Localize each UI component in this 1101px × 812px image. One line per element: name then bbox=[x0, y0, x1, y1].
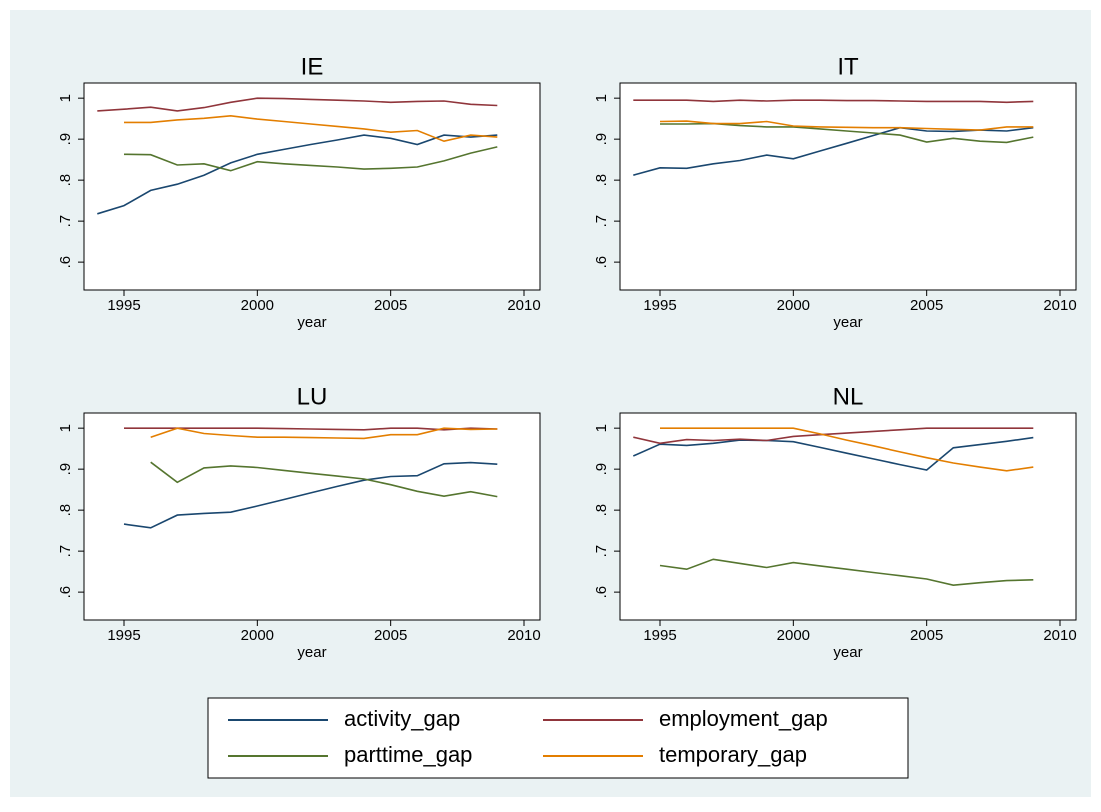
y-tick-label: 1 bbox=[57, 424, 74, 432]
x-tick-label: 2005 bbox=[374, 297, 407, 314]
x-tick-label: 2005 bbox=[910, 627, 943, 644]
plot-area bbox=[619, 82, 1077, 291]
y-tick-label: .9 bbox=[593, 463, 610, 476]
x-axis-label: year bbox=[297, 314, 326, 331]
series-line bbox=[660, 427, 1034, 472]
series-line bbox=[124, 427, 498, 431]
x-tick-label: 2005 bbox=[910, 297, 943, 314]
y-tick-label: .8 bbox=[593, 174, 610, 187]
series-line bbox=[633, 126, 1034, 176]
panel-title: IT bbox=[837, 53, 859, 80]
x-tick-label: 1995 bbox=[643, 627, 676, 644]
y-tick-label: .6 bbox=[57, 586, 74, 599]
y-tick-label: .7 bbox=[57, 215, 74, 228]
legend-label: temporary_gap bbox=[659, 742, 807, 767]
x-axis-label: year bbox=[297, 644, 326, 661]
series-line bbox=[150, 461, 498, 498]
y-tick-label: .8 bbox=[593, 504, 610, 517]
x-tick-label: 2010 bbox=[1043, 297, 1076, 314]
plot-area bbox=[83, 412, 541, 621]
series-line bbox=[633, 99, 1034, 104]
series-line bbox=[97, 97, 498, 112]
panel-title: LU bbox=[297, 383, 328, 410]
y-tick-label: .6 bbox=[593, 256, 610, 269]
x-axis-label: year bbox=[833, 644, 862, 661]
series-line bbox=[123, 146, 498, 172]
x-tick-label: 2000 bbox=[241, 297, 274, 314]
plot-area bbox=[83, 82, 541, 291]
y-tick-label: .7 bbox=[593, 215, 610, 228]
x-tick-label: 1995 bbox=[107, 297, 140, 314]
series-line bbox=[659, 558, 1034, 587]
series-line bbox=[97, 134, 498, 215]
y-tick-label: 1 bbox=[593, 424, 610, 432]
plot-area bbox=[619, 412, 1077, 621]
x-tick-label: 2010 bbox=[507, 627, 540, 644]
panel-title: IE bbox=[301, 53, 324, 80]
y-tick-label: .6 bbox=[593, 586, 610, 599]
x-tick-label: 2000 bbox=[241, 627, 274, 644]
series-line bbox=[150, 427, 498, 440]
x-axis-label: year bbox=[833, 314, 862, 331]
x-tick-label: 1995 bbox=[643, 297, 676, 314]
x-tick-label: 2000 bbox=[777, 627, 810, 644]
y-tick-label: .7 bbox=[593, 545, 610, 558]
legend-label: parttime_gap bbox=[344, 742, 472, 767]
series-line bbox=[633, 427, 1034, 445]
series-line bbox=[123, 461, 498, 529]
y-tick-label: .8 bbox=[57, 504, 74, 517]
y-tick-label: .8 bbox=[57, 174, 74, 187]
y-tick-label: .9 bbox=[57, 463, 74, 476]
y-tick-label: 1 bbox=[57, 94, 74, 102]
legend-box bbox=[207, 697, 909, 779]
x-tick-label: 2010 bbox=[507, 297, 540, 314]
x-tick-label: 2000 bbox=[777, 297, 810, 314]
series-line bbox=[659, 120, 1034, 131]
panel-title: NL bbox=[833, 383, 864, 410]
y-tick-label: .7 bbox=[57, 545, 74, 558]
legend-label: activity_gap bbox=[344, 706, 460, 731]
x-tick-label: 2010 bbox=[1043, 627, 1076, 644]
series-line bbox=[124, 114, 498, 143]
y-tick-label: .9 bbox=[593, 133, 610, 146]
y-tick-label: 1 bbox=[593, 94, 610, 102]
y-tick-label: .6 bbox=[57, 256, 74, 269]
x-tick-label: 1995 bbox=[107, 627, 140, 644]
y-tick-label: .9 bbox=[57, 133, 74, 146]
series-line bbox=[632, 436, 1034, 471]
x-tick-label: 2005 bbox=[374, 627, 407, 644]
legend-label: employment_gap bbox=[659, 706, 828, 731]
